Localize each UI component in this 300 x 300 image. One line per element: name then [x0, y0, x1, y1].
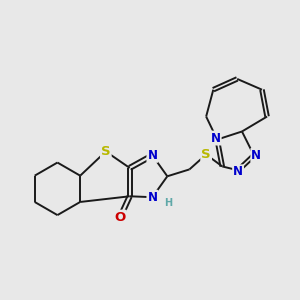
Text: N: N [233, 165, 243, 178]
Text: S: S [201, 148, 211, 161]
Text: O: O [115, 211, 126, 224]
Text: N: N [251, 149, 261, 162]
Text: N: N [211, 132, 221, 145]
Text: N: N [147, 191, 158, 204]
Text: N: N [147, 149, 158, 162]
Text: H: H [164, 198, 172, 208]
Text: S: S [101, 145, 111, 158]
